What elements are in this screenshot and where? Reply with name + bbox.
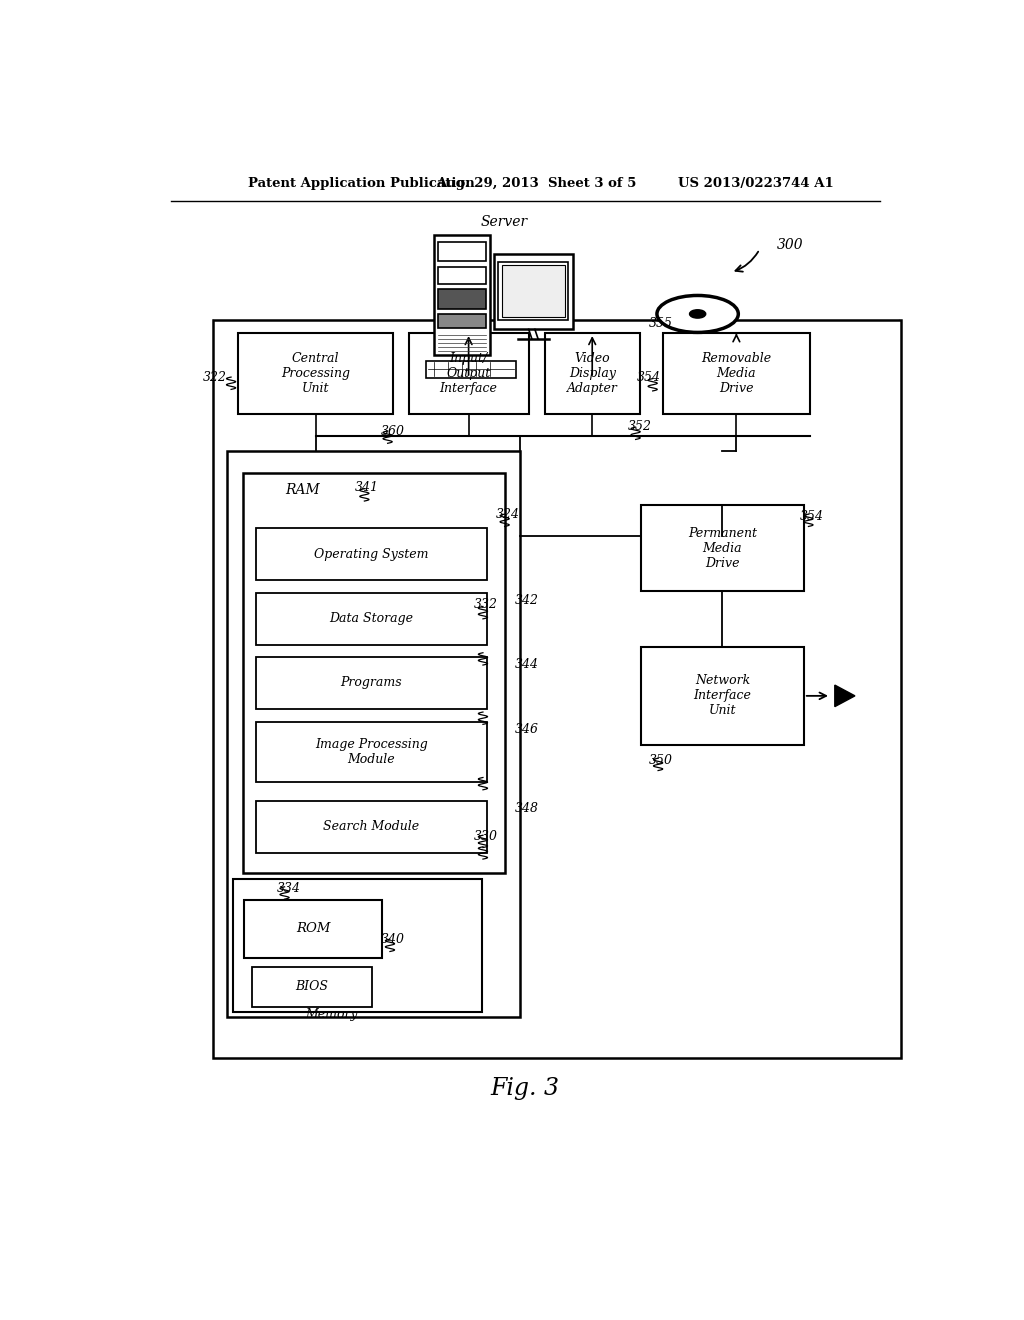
Text: Patent Application Publication: Patent Application Publication [248, 177, 475, 190]
Text: 350: 350 [649, 754, 673, 767]
Text: Input/
Output
Interface: Input/ Output Interface [439, 352, 498, 395]
FancyArrowPatch shape [735, 252, 758, 272]
Text: 342: 342 [515, 594, 539, 607]
Bar [663, 333, 810, 414]
Text: Central
Processing
Unit: Central Processing Unit [281, 352, 350, 395]
Text: 355: 355 [649, 317, 673, 330]
Bar [252, 968, 372, 1007]
Bar [256, 593, 486, 645]
Bar [256, 800, 486, 853]
Text: BIOS: BIOS [296, 981, 329, 994]
Ellipse shape [690, 310, 706, 318]
Text: Image Processing
Module: Image Processing Module [315, 738, 428, 766]
Text: 300: 300 [777, 238, 804, 252]
Text: 341: 341 [354, 482, 379, 495]
Text: US 2013/0223744 A1: US 2013/0223744 A1 [678, 177, 834, 190]
Text: Fig. 3: Fig. 3 [490, 1077, 559, 1100]
Bar [256, 722, 486, 781]
Text: 354: 354 [800, 510, 823, 523]
Text: 324: 324 [496, 508, 520, 520]
Bar [641, 506, 804, 591]
Bar [232, 879, 482, 1011]
Text: ROM: ROM [296, 923, 331, 936]
Text: RAM: RAM [286, 483, 321, 496]
Text: 330: 330 [474, 829, 498, 842]
Text: Memory: Memory [305, 1008, 357, 1022]
Text: Removable
Media
Drive: Removable Media Drive [701, 352, 771, 395]
Bar [502, 265, 565, 317]
Bar [438, 289, 486, 309]
Ellipse shape [657, 296, 738, 333]
Text: 348: 348 [515, 801, 539, 814]
Text: 344: 344 [515, 657, 539, 671]
Bar [545, 333, 640, 414]
Text: Server: Server [480, 215, 527, 228]
Text: Operating System: Operating System [314, 548, 429, 561]
Text: 346: 346 [515, 723, 539, 737]
Text: 340: 340 [381, 933, 406, 946]
Text: 322: 322 [203, 371, 227, 384]
Text: 332: 332 [474, 598, 498, 611]
Text: 354: 354 [637, 371, 660, 384]
Text: Data Storage: Data Storage [330, 612, 414, 626]
Bar [409, 333, 528, 414]
Bar [438, 314, 486, 327]
Bar [499, 261, 568, 321]
Bar [213, 321, 901, 1057]
Bar [243, 473, 505, 873]
Text: 334: 334 [278, 882, 301, 895]
Text: Network
Interface
Unit: Network Interface Unit [693, 675, 752, 717]
Text: Video
Display
Adapter: Video Display Adapter [567, 352, 617, 395]
Bar [438, 242, 486, 261]
Bar [227, 451, 520, 1016]
Text: Permanent
Media
Drive: Permanent Media Drive [688, 527, 757, 569]
Text: 360: 360 [381, 425, 406, 438]
Bar [238, 333, 393, 414]
Text: Aug. 29, 2013  Sheet 3 of 5: Aug. 29, 2013 Sheet 3 of 5 [436, 177, 637, 190]
Bar [245, 900, 382, 958]
Bar [434, 235, 489, 355]
Bar [438, 267, 486, 284]
Text: Programs: Programs [341, 676, 402, 689]
Text: 352: 352 [628, 420, 651, 433]
Bar [256, 656, 486, 709]
Bar [256, 528, 486, 581]
Bar [641, 647, 804, 744]
Bar [494, 253, 572, 330]
Polygon shape [835, 685, 855, 706]
Text: Search Module: Search Module [324, 820, 420, 833]
Bar [426, 360, 515, 378]
